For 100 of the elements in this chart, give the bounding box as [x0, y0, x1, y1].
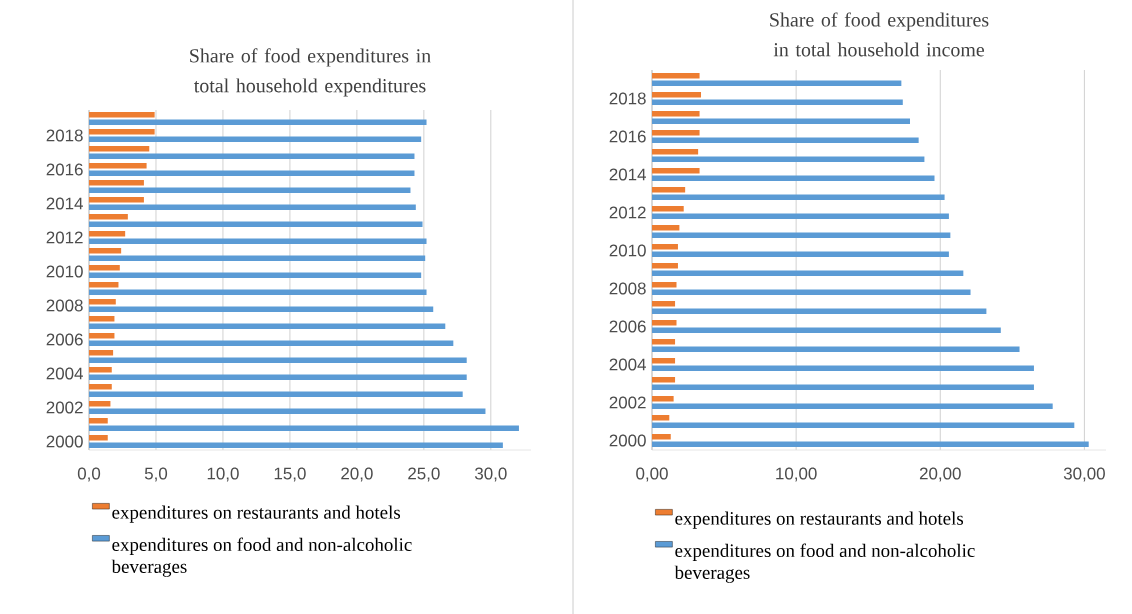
- bar: [652, 358, 676, 364]
- bar: [652, 339, 676, 345]
- x-tick-label: 0,0: [77, 467, 101, 482]
- y-tick-label: 2000: [46, 435, 83, 448]
- y-tick-label: 2012: [609, 206, 646, 219]
- bar: [652, 175, 935, 181]
- bar: [89, 282, 119, 288]
- bar: [652, 225, 680, 231]
- bar: [652, 263, 678, 269]
- bar: [89, 231, 126, 237]
- x-tick-label: 10,0: [207, 467, 239, 482]
- bar: [89, 425, 519, 431]
- bar: [89, 265, 120, 271]
- bar: [89, 214, 128, 220]
- legend-label: expenditures on restaurants and hotels: [112, 505, 401, 523]
- y-tick-label: 2018: [46, 129, 83, 142]
- bar: [652, 441, 1089, 447]
- bar: [89, 204, 416, 210]
- bar: [652, 99, 903, 105]
- bar: [89, 248, 122, 254]
- bar: [89, 316, 115, 322]
- legend-label: expenditures on restaurants and hotels: [675, 511, 964, 529]
- y-tick-label: 2004: [46, 367, 83, 380]
- bar: [652, 384, 1034, 390]
- legend-label: expenditures on food and non-alcoholic beverages: [111, 537, 412, 577]
- bar: [89, 153, 415, 159]
- bar: [89, 187, 411, 193]
- x-tick-label: 15,0: [274, 467, 306, 482]
- bar: [652, 415, 670, 421]
- bar: [652, 168, 700, 174]
- bar: [652, 156, 925, 162]
- bar: [652, 111, 700, 117]
- bar: [89, 374, 467, 380]
- bar: [89, 340, 454, 346]
- bar: [652, 118, 910, 124]
- y-tick-label: 2002: [46, 401, 83, 414]
- bar: [652, 232, 951, 238]
- y-tick-label: 2006: [609, 320, 646, 333]
- bar: [652, 130, 700, 136]
- bar: [89, 119, 427, 125]
- bar: [652, 73, 700, 79]
- bar: [652, 434, 671, 440]
- bar: [89, 238, 427, 244]
- chart-title: Share of food expenditures in total household income: [770, 12, 989, 57]
- x-tick-label: 30,00: [1063, 467, 1105, 482]
- bar: [89, 442, 503, 448]
- y-tick-label: 2016: [609, 130, 646, 143]
- bar: [652, 194, 945, 200]
- x-tick-label: 25,0: [408, 467, 440, 482]
- x-tick-label: 5,0: [144, 467, 168, 482]
- x-tick-label: 20,0: [341, 467, 373, 482]
- bar: [89, 272, 422, 278]
- bar: [652, 365, 1034, 371]
- bar: [652, 80, 902, 86]
- bar: [652, 396, 674, 402]
- y-tick-label: 2004: [609, 358, 646, 371]
- bar: [89, 289, 427, 295]
- y-tick-label: 2010: [46, 265, 83, 278]
- bar: [652, 149, 699, 155]
- y-tick-label: 2014: [609, 168, 646, 181]
- bar: [652, 308, 987, 314]
- bar: [89, 367, 112, 373]
- x-tick-label: 30,0: [474, 467, 507, 482]
- bar: [652, 251, 949, 257]
- bar: [652, 187, 686, 193]
- y-tick-label: 2002: [609, 396, 646, 409]
- bar: [652, 270, 964, 276]
- bar: [652, 403, 1053, 409]
- bar: [89, 384, 112, 390]
- y-tick-label: 2006: [46, 333, 83, 346]
- x-tick-label: 10,00: [776, 467, 817, 482]
- bar: [652, 289, 971, 295]
- y-tick-label: 2018: [609, 92, 646, 105]
- y-tick-label: 2008: [46, 299, 83, 312]
- bar: [652, 244, 678, 250]
- bar: [89, 180, 144, 186]
- bar: [89, 170, 415, 176]
- bar: [652, 282, 677, 288]
- bar: [652, 346, 1020, 352]
- bar: [89, 333, 115, 339]
- bar: [652, 422, 1075, 428]
- bar: [89, 136, 422, 142]
- chart-title: Share of food expenditures in total household expenditures: [190, 48, 431, 97]
- bar: [89, 197, 144, 203]
- bar: [89, 357, 467, 363]
- legend-label: expenditures on food and non-alcoholic beverages: [674, 543, 975, 583]
- bar: [89, 163, 147, 169]
- bar: [652, 377, 676, 383]
- y-tick-label: 2000: [609, 434, 646, 447]
- bar: [89, 323, 446, 329]
- bar: [89, 391, 463, 397]
- bar: [652, 206, 684, 212]
- bar: [652, 320, 677, 326]
- x-tick-label: 0,00: [636, 467, 668, 482]
- y-tick-label: 2012: [46, 231, 83, 244]
- bar: [652, 213, 949, 219]
- bar: [652, 327, 1001, 333]
- bar: [89, 408, 486, 414]
- y-tick-label: 2014: [46, 197, 83, 210]
- bar: [89, 129, 155, 135]
